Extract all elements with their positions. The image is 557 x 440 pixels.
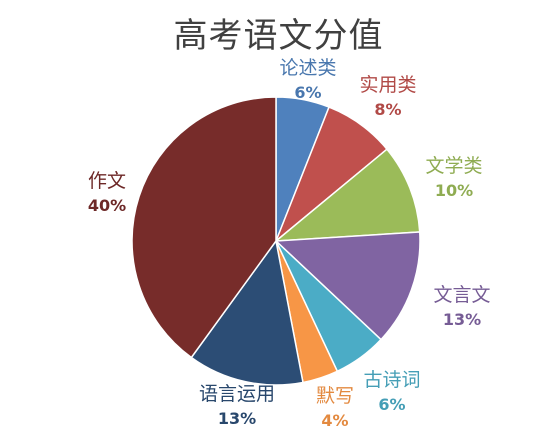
slice-label-3: 文学类 [425,155,482,177]
slice-value-label-1: 6% [294,83,321,102]
slice-value-label-2: 8% [374,100,401,119]
slice-label-4: 文言文 [433,284,490,306]
slice-value-label-3: 10% [435,181,473,200]
slice-label-5: 古诗词 [363,369,420,391]
slice-label-1: 论述类 [279,57,336,79]
pie-slice-8 [131,96,277,359]
slice-label-6: 默写 [316,385,354,407]
chart-title: 高考语文分值 [173,16,384,56]
slice-label-7: 语言运用 [199,383,275,405]
slice-value-label-8: 40% [88,196,126,215]
slice-label-8: 作文 [88,170,126,192]
slice-value-label-6: 4% [321,411,348,430]
pie-slice-4 [274,231,421,341]
slice-value-label-7: 13% [218,409,256,428]
pie-slice-3 [273,148,421,242]
slice-label-2: 实用类 [359,74,416,96]
slice-value-label-4: 13% [443,310,481,329]
slice-value-label-5: 6% [378,395,405,414]
pie-slice-7 [190,239,304,386]
